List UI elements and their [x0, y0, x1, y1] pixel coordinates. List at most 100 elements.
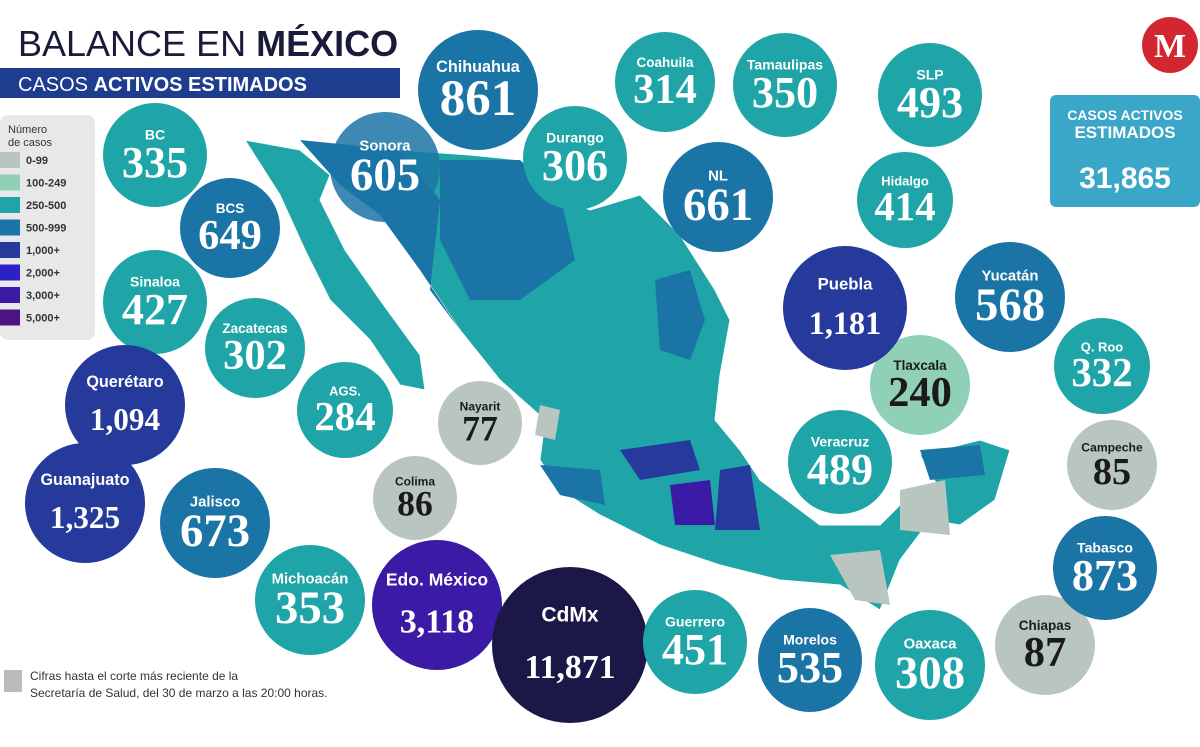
footnote-line: Cifras hasta el corte más reciente de la [30, 669, 238, 683]
state-name: Michoacán [272, 572, 349, 588]
state-name: Veracruz [811, 433, 870, 449]
state-circle [857, 152, 953, 248]
state-value: 873 [1072, 551, 1138, 600]
state-value: 1,181 [809, 305, 882, 341]
state-name: Guanajuato [40, 471, 129, 489]
state-value: 284 [314, 394, 375, 439]
state-name: Puebla [818, 274, 874, 293]
region-bajio [620, 440, 700, 480]
state-circle [733, 33, 837, 137]
state-badge: CdMx 11,871 [492, 567, 648, 723]
state-circle [180, 178, 280, 278]
state-name: Tlaxcala [893, 358, 947, 373]
state-name: Hidalgo [881, 174, 929, 189]
state-circle [788, 410, 892, 514]
state-name: Sonora [359, 139, 411, 155]
state-badge: Edo. México 3,118 [372, 540, 502, 670]
state-name: Querétaro [86, 373, 163, 391]
state-circle [492, 567, 648, 723]
legend-swatch [0, 287, 20, 303]
state-name: Jalisco [190, 495, 240, 511]
total-box [1050, 95, 1200, 207]
state-value: 314 [633, 66, 697, 113]
state-value: 85 [1093, 451, 1131, 493]
region-yucatan [920, 445, 985, 480]
state-value: 1,325 [50, 500, 120, 535]
state-value: 605 [350, 149, 420, 201]
state-name: AGS. [329, 384, 361, 399]
state-badge: Guanajuato 1,325 [25, 443, 145, 563]
legend-label: 250-500 [26, 200, 66, 212]
state-circle [875, 610, 985, 720]
total-value: 31,865 [1079, 162, 1171, 195]
state-name: Morelos [783, 631, 837, 647]
state-value: 335 [122, 138, 188, 187]
region-edomex [670, 480, 715, 525]
state-value: 568 [975, 279, 1045, 331]
state-name: Edo. México [386, 570, 489, 590]
subtitle: CASOS ACTIVOS ESTIMADOS [18, 74, 307, 96]
state-value: 302 [223, 332, 287, 379]
state-circle [65, 345, 185, 465]
state-value: 649 [198, 212, 262, 259]
state-circle [663, 142, 773, 252]
text-part: ACTIVOS ESTIMADOS [94, 74, 307, 96]
text-part: CASOS [18, 74, 88, 96]
state-name: Chiapas [1019, 618, 1072, 633]
legend-label: 0-99 [26, 155, 48, 167]
state-badge: AGS.284 [297, 362, 393, 458]
legend-swatch [0, 197, 20, 213]
legend-label: 5,000+ [26, 313, 60, 325]
legend-label: 1,000+ [26, 245, 60, 257]
state-value: 11,871 [524, 649, 615, 686]
region-campeche [900, 480, 950, 535]
state-name: Oaxaca [904, 637, 958, 653]
legend-swatch [0, 264, 20, 281]
footnote-line: Secretaría de Salud, del 30 de marzo a l… [30, 686, 328, 700]
state-name: Guerrero [665, 613, 725, 629]
state-name: BC [145, 126, 165, 142]
state-circle [297, 362, 393, 458]
footnote-marker [4, 670, 22, 692]
state-circle [255, 545, 365, 655]
state-value: 308 [895, 647, 965, 699]
state-value: 861 [440, 71, 517, 127]
state-circle [955, 242, 1065, 352]
state-value: 77 [462, 409, 498, 449]
state-value: 1,094 [90, 402, 161, 437]
legend-label: 500-999 [26, 223, 66, 235]
text-part: MÉXICO [256, 23, 398, 64]
legend-title: Número de casos [8, 124, 53, 149]
state-name: NL [708, 169, 728, 185]
region-nl [655, 270, 705, 360]
legend-swatch [0, 242, 20, 258]
state-value: 661 [683, 179, 753, 231]
state-circle [160, 468, 270, 578]
state-value: 353 [275, 582, 345, 634]
state-value: 451 [662, 625, 728, 674]
state-name: Zacatecas [222, 321, 287, 336]
state-circle [878, 43, 982, 147]
state-value: 350 [752, 68, 818, 117]
state-value: 87 [1024, 629, 1067, 676]
baja-california [243, 139, 426, 391]
legend-swatch [0, 174, 20, 191]
state-value: 332 [1071, 350, 1132, 395]
state-circle [643, 590, 747, 694]
state-circle [523, 106, 627, 210]
region-chiapas [830, 550, 890, 605]
state-circle [1054, 318, 1150, 414]
state-circle [205, 298, 305, 398]
title: BALANCE EN MÉXICO [18, 23, 398, 64]
state-name: Tabasco [1077, 539, 1133, 555]
